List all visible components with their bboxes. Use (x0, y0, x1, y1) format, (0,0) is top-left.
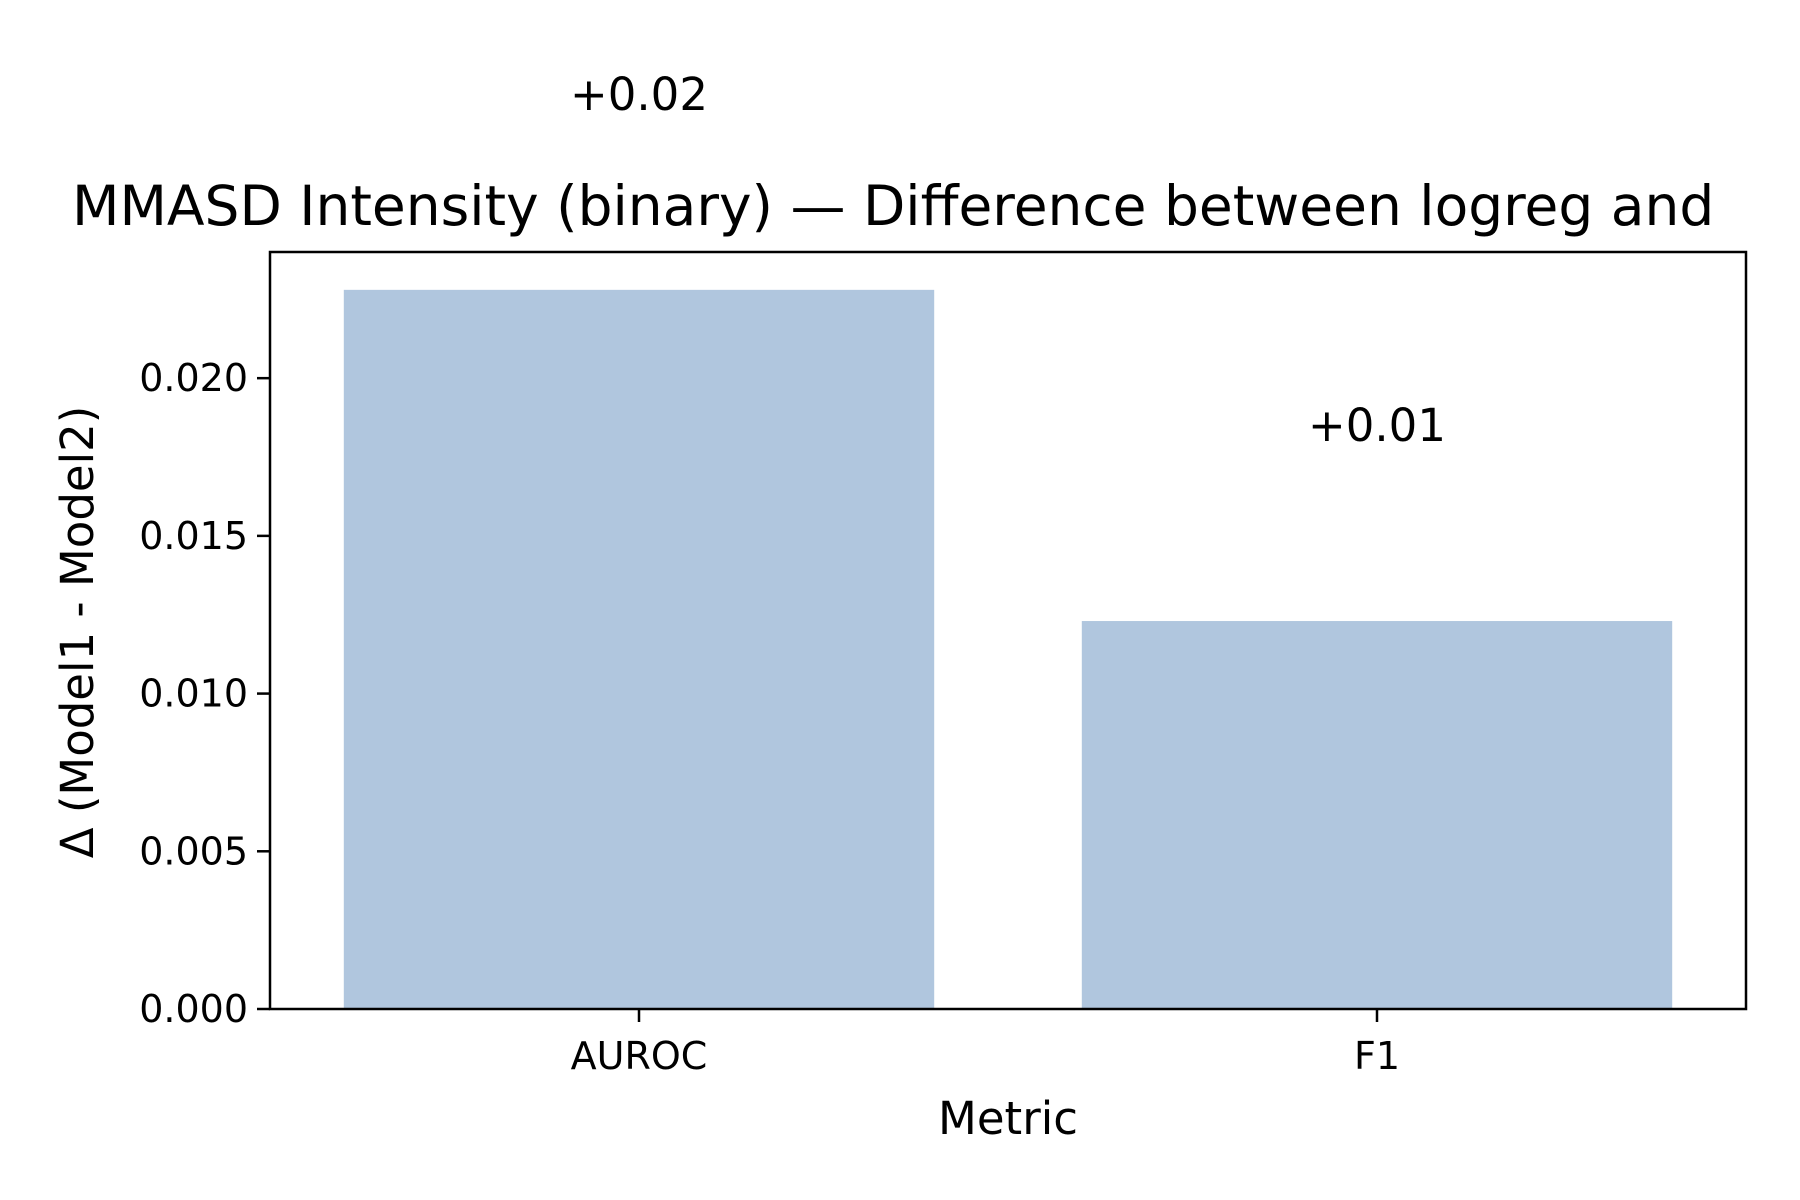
data-labels: +0.02 +0.01 (570, 68, 1446, 452)
x-axis-label: Metric (938, 1092, 1078, 1145)
bars-layer (343, 289, 1673, 1010)
x-tick-label-f1: F1 (1354, 1034, 1400, 1078)
y-tick-label: 0.000 (139, 987, 248, 1031)
data-label-auroc: +0.02 (570, 68, 708, 121)
y-axis-ticks: 0.000 0.005 0.010 0.015 0.020 (139, 356, 270, 1031)
bar-auroc (343, 289, 935, 1010)
x-tick-label-auroc: AUROC (571, 1034, 708, 1078)
bar-f1 (1081, 621, 1673, 1009)
y-tick-label: 0.010 (139, 672, 248, 716)
y-tick-label: 0.005 (139, 829, 248, 873)
y-tick-label: 0.020 (139, 356, 248, 400)
y-tick-label: 0.015 (139, 514, 248, 558)
x-axis-ticks: AUROC F1 (571, 1009, 1400, 1078)
data-label-f1: +0.01 (1308, 399, 1446, 452)
chart-title: MMASD Intensity (binary) — Difference be… (72, 174, 1714, 238)
y-axis-label: Δ (Model1 - Model2) (51, 406, 104, 859)
plot-frame (268, 250, 1748, 1011)
